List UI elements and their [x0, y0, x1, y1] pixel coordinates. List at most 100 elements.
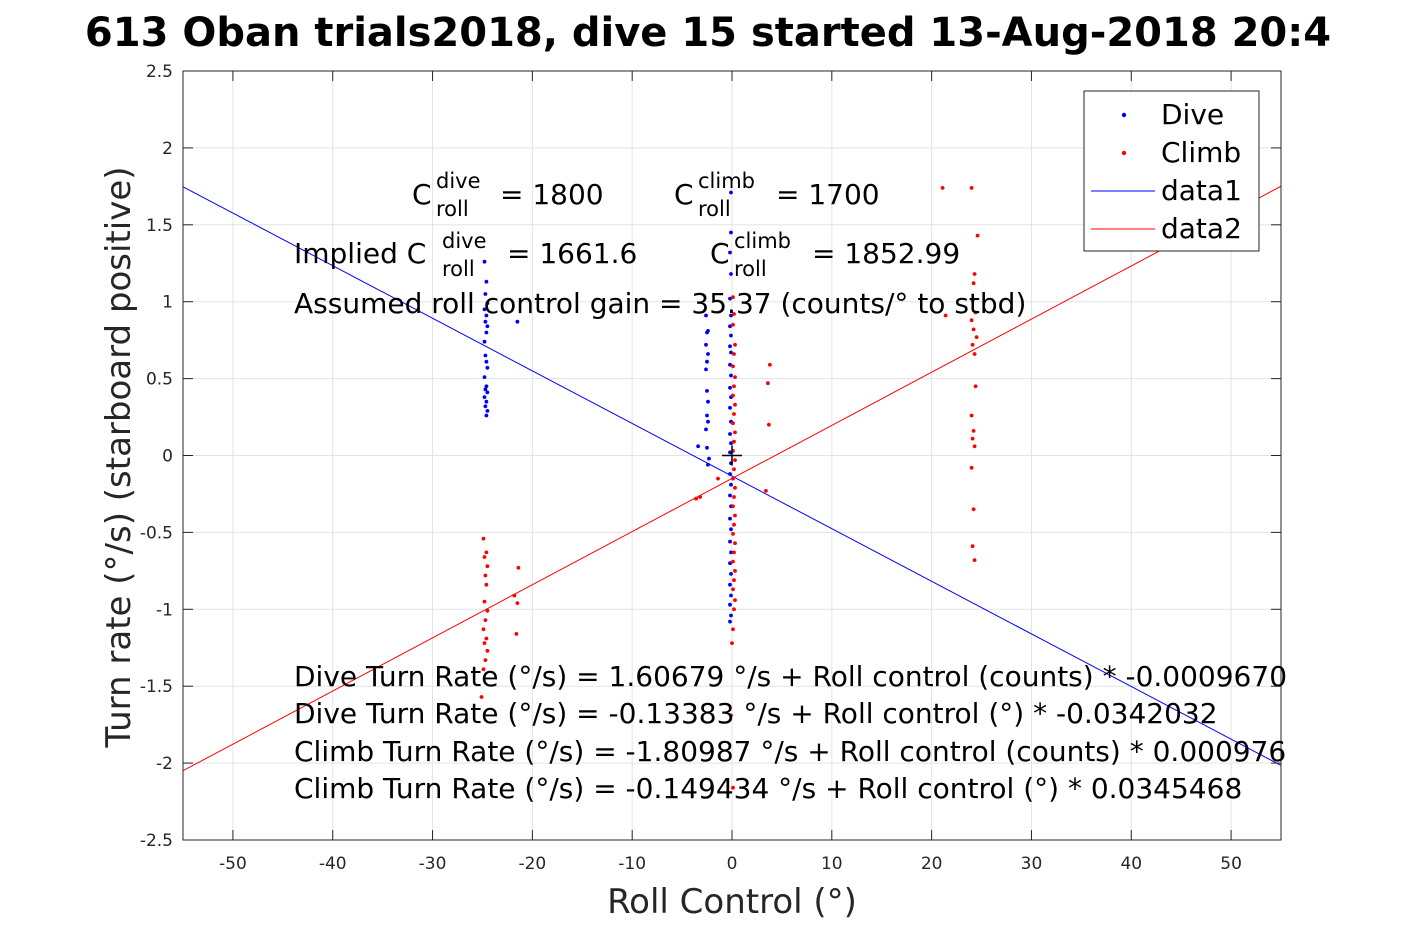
data-point — [732, 495, 736, 499]
data-point — [484, 330, 489, 335]
data-point — [943, 313, 948, 318]
data-point — [485, 324, 490, 329]
data-point — [969, 318, 974, 323]
legend: Dive Climb data1 data2 — [1083, 90, 1260, 252]
c-roll-symbol: C — [412, 178, 432, 211]
roll-subscript: roll — [442, 257, 475, 281]
y-tick-label: 2 — [162, 139, 173, 159]
data-point — [482, 375, 487, 379]
data-point — [767, 422, 771, 427]
y-tick-label: -1.5 — [140, 677, 173, 697]
dive-c-roll-value: = 1800 — [500, 178, 604, 211]
data-point — [728, 405, 732, 410]
data-point — [484, 636, 489, 641]
data-point — [482, 395, 487, 399]
y-axis-ticks: -2.5 -2 -1.5 -1 -0.5 0 0.5 1 1.5 2 2.5 — [140, 62, 1281, 851]
data-point — [731, 322, 735, 327]
data-point — [729, 482, 733, 487]
data-point — [972, 444, 977, 449]
data-point — [731, 504, 735, 509]
data-point — [694, 496, 698, 501]
data-point — [515, 601, 520, 605]
data-point — [973, 384, 978, 389]
roll-subscript: roll — [436, 197, 469, 221]
data-point — [707, 456, 711, 461]
data-point — [728, 432, 732, 436]
x-tick-label: -50 — [219, 854, 247, 874]
data-point — [733, 541, 737, 546]
data-point — [973, 310, 978, 315]
y-tick-label: 2.5 — [146, 62, 173, 82]
data-point — [730, 641, 734, 645]
data-point — [728, 602, 732, 607]
data-point — [729, 613, 733, 618]
data-point — [696, 444, 700, 449]
data-point — [729, 550, 733, 555]
data-point — [733, 485, 737, 490]
data-point — [706, 399, 710, 404]
data-point — [479, 695, 484, 699]
data-point — [481, 667, 486, 672]
data-point — [969, 465, 974, 470]
data-point — [481, 536, 486, 541]
data-point — [728, 561, 732, 566]
data-point — [483, 319, 488, 324]
data-point — [732, 412, 736, 416]
legend-dive-label: Dive — [1161, 98, 1224, 131]
data-point — [731, 532, 735, 536]
data-point — [728, 344, 732, 349]
data-point — [485, 301, 490, 306]
dive-superscript: dive — [436, 169, 481, 193]
data-point — [483, 404, 488, 409]
c-roll-symbol: C — [710, 237, 730, 270]
data-point — [705, 359, 709, 364]
data-point — [484, 413, 489, 418]
data-point — [970, 298, 975, 303]
x-axis-label: Roll Control (°) — [607, 882, 857, 922]
data-point — [768, 362, 772, 367]
data-point — [731, 627, 735, 632]
implied-dive-value: = 1661.6 — [507, 237, 637, 270]
data-point — [729, 333, 733, 338]
data-point — [705, 413, 709, 418]
data-point — [729, 572, 733, 576]
data-point — [731, 587, 735, 592]
x-tick-label: -20 — [518, 854, 546, 874]
c-roll-dive-annotation: C dive roll = 1800 — [412, 169, 604, 221]
y-tick-label: -0.5 — [140, 523, 173, 543]
data-point — [728, 493, 732, 498]
series-dive — [482, 190, 733, 624]
data-point — [972, 352, 977, 356]
equation-climb-counts: Climb Turn Rate (°/s) = -1.80987 °/s + R… — [294, 735, 1286, 768]
x-tick-label: 50 — [1220, 854, 1242, 874]
data-point — [484, 359, 489, 364]
data-point — [482, 555, 487, 559]
data-point — [733, 458, 737, 462]
climb-c-roll-value: = 1700 — [776, 178, 880, 211]
data-point — [731, 421, 735, 426]
data-point — [969, 186, 974, 190]
data-point — [484, 313, 489, 318]
data-point — [485, 390, 490, 395]
data-point — [732, 439, 736, 444]
data-point — [484, 550, 489, 555]
data-point — [706, 419, 710, 424]
data-point — [484, 582, 489, 587]
dive-superscript: dive — [442, 229, 487, 253]
legend-box — [1083, 90, 1260, 252]
data-point — [729, 441, 733, 446]
data-point — [731, 785, 735, 790]
equation-climb-degrees: Climb Turn Rate (°/s) = -0.149434 °/s + … — [294, 772, 1242, 805]
data-point — [483, 618, 488, 622]
data-point — [483, 292, 488, 296]
y-tick-label: 0 — [162, 447, 173, 467]
data-point — [974, 335, 979, 339]
data-point — [729, 190, 733, 195]
data-point — [706, 462, 710, 467]
data-point — [729, 313, 733, 318]
data-point — [731, 295, 735, 299]
data-point — [970, 342, 975, 347]
data-point — [733, 569, 737, 573]
fit-line-data1 — [183, 186, 1281, 766]
data-point — [729, 527, 733, 532]
